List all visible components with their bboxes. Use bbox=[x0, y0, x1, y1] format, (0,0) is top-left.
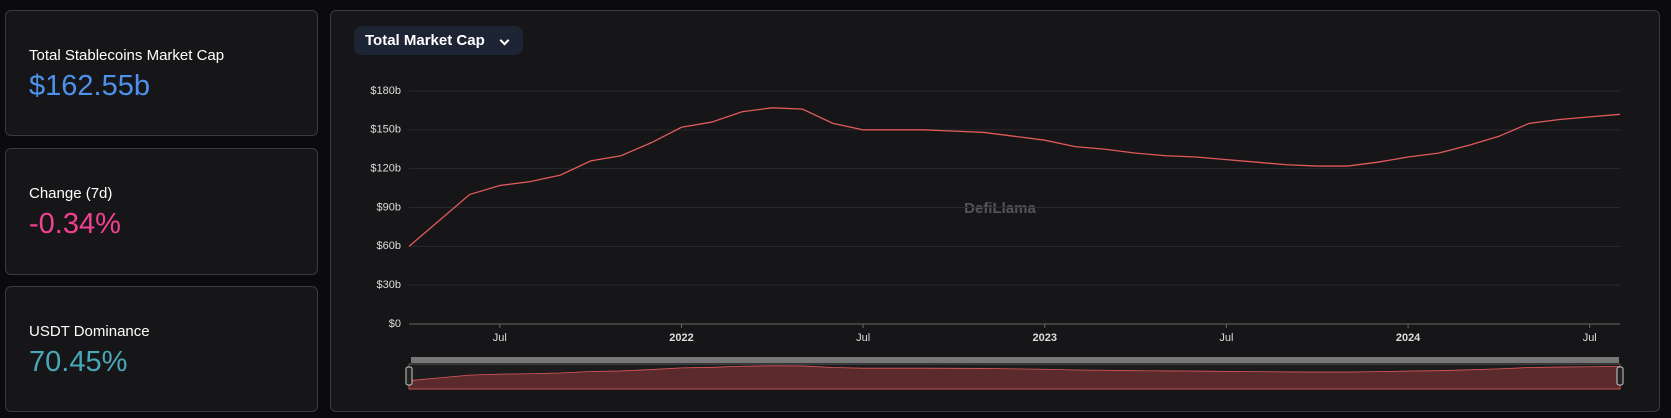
x-tick-label: Jul bbox=[493, 332, 507, 344]
x-tick-label: 2024 bbox=[1396, 332, 1421, 344]
chart-panel: Total Market Cap bbox=[330, 10, 1660, 412]
stat-label: Change (7d) bbox=[29, 185, 113, 202]
x-tick-label: 2022 bbox=[669, 332, 693, 344]
y-tick-label: $180b bbox=[370, 85, 401, 97]
stat-card: USDT Dominance 70.45% bbox=[5, 286, 318, 412]
brush-handle[interactable] bbox=[1616, 366, 1624, 386]
line bbox=[408, 107, 1621, 247]
y-tick-label: $0 bbox=[389, 318, 401, 330]
y-tick-label: $90b bbox=[377, 201, 401, 213]
stat-card: Change (7d) -0.34% bbox=[5, 148, 318, 275]
x-tick-label: Jul bbox=[1583, 332, 1597, 344]
dropdown[interactable]: Total Market Cap bbox=[354, 26, 523, 55]
stat-card: Total Stablecoins Market Cap $162.55b bbox=[5, 10, 318, 136]
x-tick-label: Jul bbox=[856, 332, 870, 344]
y-tick-label: $60b bbox=[377, 240, 401, 252]
stat-value: $162.55b bbox=[29, 70, 150, 102]
navigator-area bbox=[408, 365, 1621, 390]
watermark: DefiLlama bbox=[964, 200, 1036, 217]
stat-value: 70.45% bbox=[29, 346, 128, 378]
y-tick-label: $150b bbox=[370, 124, 401, 136]
brush-handle[interactable] bbox=[405, 366, 413, 386]
x-tick-label: Jul bbox=[1219, 332, 1233, 344]
stat-label: Total Stablecoins Market Cap bbox=[29, 47, 225, 64]
stat-label: USDT Dominance bbox=[29, 323, 150, 340]
brush-bar[interactable] bbox=[411, 357, 1619, 363]
stat-value: -0.34% bbox=[29, 208, 121, 240]
y-tick-label: $30b bbox=[377, 279, 401, 291]
y-tick-label: $120b bbox=[370, 163, 401, 175]
x-tick-label: 2023 bbox=[1033, 332, 1057, 344]
